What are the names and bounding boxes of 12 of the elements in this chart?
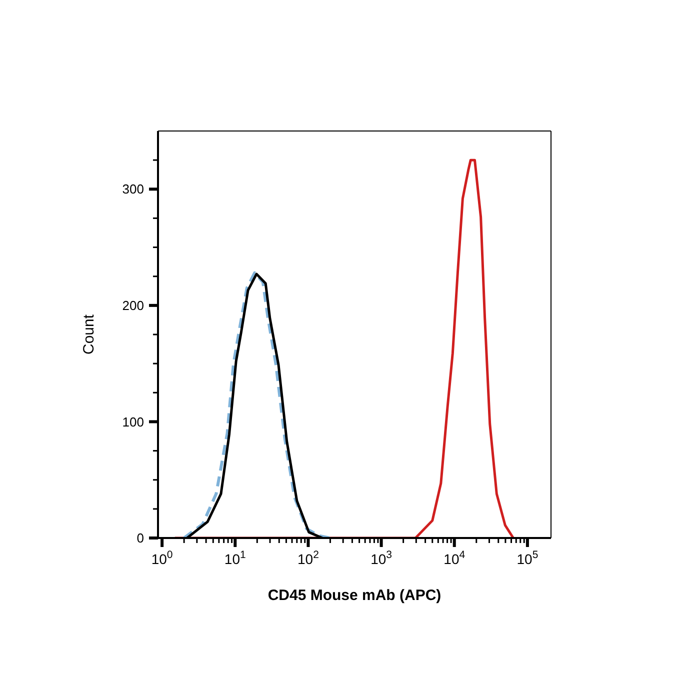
x-tick-label: 10$^{3}$: [370, 549, 392, 567]
x-tick-label: 10$^{5}$: [516, 549, 538, 567]
x-tick-label: 10$^{2}$: [298, 549, 320, 567]
x-tick-label: 10$^{1}$: [224, 549, 246, 567]
x-tick-label: 10$^{0}$: [151, 549, 173, 567]
x-axis-title: CD45 Mouse mAb (APC): [268, 587, 442, 604]
x-tick-label: 10$^{4}$: [444, 549, 466, 567]
y-tick-label: 100: [122, 414, 144, 430]
y-axis-title: Count: [80, 314, 98, 355]
y-tick-label: 0: [136, 530, 144, 546]
y-tick-label: 200: [122, 298, 144, 313]
y-tick-label: 300: [122, 182, 144, 197]
